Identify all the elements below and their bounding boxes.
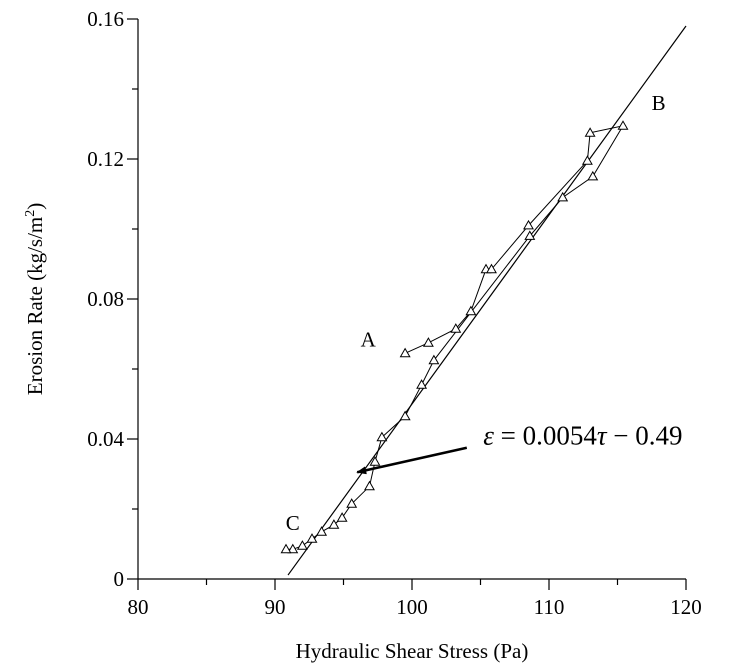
point-labels: A B C xyxy=(286,91,666,535)
data-point-triangle xyxy=(376,431,388,442)
equation-annotation: ε = 0.0054τ − 0.49 xyxy=(356,420,683,475)
x-tick-label: 90 xyxy=(265,595,286,619)
y-axis-title-sup: 2 xyxy=(23,210,38,217)
x-ticks: 80 90 100 110 120 xyxy=(128,579,702,619)
data-point-triangle xyxy=(584,127,596,137)
data-point-triangle xyxy=(524,230,536,240)
data-point-triangle xyxy=(369,456,381,466)
y-tick-label: 0.16 xyxy=(87,7,124,31)
data-point-triangle xyxy=(316,526,328,536)
x-tick-label: 80 xyxy=(128,595,149,619)
data-point-triangle xyxy=(296,540,308,550)
data-point-triangle xyxy=(364,480,375,491)
y-tick-label: 0.12 xyxy=(87,147,124,171)
data-point-triangle xyxy=(617,120,629,130)
data-point-triangle xyxy=(428,354,440,365)
x-tick-label: 110 xyxy=(534,595,565,619)
equation-text: ε = 0.0054τ − 0.49 xyxy=(483,420,682,450)
x-axis-title: Hydraulic Shear Stress (Pa) xyxy=(296,639,529,663)
regression-line xyxy=(287,25,687,576)
y-axis-title-main: Erosion Rate (kg/s/m xyxy=(23,217,47,395)
y-tick-label: 0.04 xyxy=(87,427,124,451)
y-ticks: 0 0.04 0.08 0.12 0.16 xyxy=(87,7,138,591)
data-point-triangle xyxy=(422,337,434,347)
point-label-c: C xyxy=(286,511,300,535)
y-axis-title-end: ) xyxy=(23,203,47,210)
data-point-triangle xyxy=(450,323,462,333)
fit-line-group xyxy=(287,25,687,576)
annotation-arrow xyxy=(356,446,468,475)
data-point-triangle xyxy=(557,191,569,202)
point-label-b: B xyxy=(652,91,666,115)
x-tick-label: 120 xyxy=(670,595,702,619)
equation-tau: τ xyxy=(597,420,608,450)
y-axis-title: Erosion Rate (kg/s/m2) xyxy=(23,203,47,395)
data-point-triangle xyxy=(486,263,497,274)
data-point-triangle xyxy=(587,170,599,181)
data-point-triangle xyxy=(416,379,428,389)
data-point-triangle xyxy=(399,410,411,421)
equation-end: − 0.49 xyxy=(607,420,683,450)
equation-epsilon: ε xyxy=(483,420,494,450)
x-tick-label: 100 xyxy=(396,595,428,619)
axes xyxy=(137,19,686,580)
data-point-triangle xyxy=(399,347,411,358)
data-point-triangle xyxy=(306,533,318,543)
data-point-triangle xyxy=(465,305,477,316)
data-point-triangle xyxy=(581,155,593,165)
data-series xyxy=(280,120,629,554)
y-tick-label: 0.08 xyxy=(87,287,124,311)
data-point-triangle xyxy=(523,219,534,230)
y-tick-label: 0 xyxy=(114,567,125,591)
data-point-triangle xyxy=(287,543,299,554)
data-point-triangle xyxy=(328,519,340,529)
data-point-triangle xyxy=(346,498,358,508)
equation-mid: = 0.0054 xyxy=(494,420,597,450)
data-point-triangle xyxy=(280,543,292,554)
series-connecting-line xyxy=(286,125,625,550)
data-point-triangle xyxy=(336,512,348,522)
point-label-a: A xyxy=(361,327,377,351)
